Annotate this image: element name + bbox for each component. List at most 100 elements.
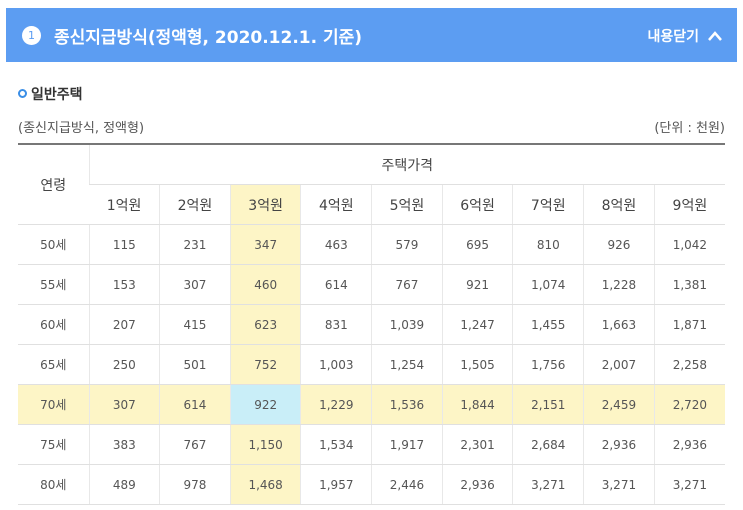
column-header: 3억원 [229, 184, 301, 225]
value-cell: 2,459 [583, 384, 655, 425]
value-cell: 463 [300, 224, 372, 265]
pension-table: 연령 주택가격 1억원 2억원 3억원 4억원 5억원 6억원 7억원 8억원 9억원 50세 115 2… [18, 143, 725, 505]
value-cell: 1,228 [583, 264, 655, 305]
header-row: 1억원 2억원 3억원 4억원 5억원 6억원 7억원 8억원 9억원 [18, 184, 725, 225]
value-cell: 2,936 [653, 424, 725, 465]
value-cell: 250 [88, 344, 160, 385]
value-cell: 1,150 [229, 424, 301, 465]
age-cell: 70세 [18, 384, 89, 425]
section-title: 일반주택 [31, 87, 83, 103]
value-cell: 501 [159, 344, 231, 385]
value-cell: 623 [229, 304, 301, 345]
value-cell: 2,151 [512, 384, 584, 425]
value-cell: 1,844 [441, 384, 513, 425]
value-cell: 231 [159, 224, 231, 265]
chevron-up[interactable] [707, 30, 723, 42]
value-cell: 1,074 [512, 264, 584, 305]
group-header: 주택가격 [88, 144, 725, 185]
value-cell: 2,936 [583, 424, 655, 465]
value-cell: 767 [371, 264, 443, 305]
value-cell: 2,936 [441, 464, 513, 505]
value-cell: 1,505 [441, 344, 513, 385]
value-cell: 1,917 [371, 424, 443, 465]
value-cell: 1,756 [512, 344, 584, 385]
column-header: 6억원 [441, 184, 513, 225]
value-cell: 767 [159, 424, 231, 465]
toggle-label[interactable]: 내용닫기 [647, 29, 699, 45]
data-row: 80세 489 978 1,468 1,957 2,446 2,936 3,271 3,271 3… [18, 464, 725, 505]
unit-label: (단위 : 천원) [654, 121, 725, 136]
value-cell: 922 [229, 384, 301, 425]
data-row: 65세 250 501 752 1,003 1,254 1,505 1,756 2,007 2,2… [18, 344, 725, 385]
value-cell: 415 [159, 304, 231, 345]
value-cell: 614 [300, 264, 372, 305]
value-cell: 978 [159, 464, 231, 505]
value-cell: 1,957 [300, 464, 372, 505]
section-number: 1 [22, 26, 41, 45]
age-cell: 55세 [18, 264, 89, 305]
value-cell: 752 [229, 344, 301, 385]
age-cell: 50세 [18, 224, 89, 265]
value-cell: 2,720 [653, 384, 725, 425]
value-cell: 3,271 [583, 464, 655, 505]
age-cell: 80세 [18, 464, 89, 505]
value-cell: 2,258 [653, 344, 725, 385]
value-cell: 383 [88, 424, 160, 465]
value-cell: 3,271 [512, 464, 584, 505]
value-cell: 1,534 [300, 424, 372, 465]
value-cell: 2,301 [441, 424, 513, 465]
data-row: 60세 207 415 623 831 1,039 1,247 1,455 1,663 1,871 [18, 304, 725, 345]
value-cell: 2,007 [583, 344, 655, 385]
column-header: 4억원 [300, 184, 372, 225]
value-cell: 1,247 [441, 304, 513, 345]
header-row: 연령 주택가격 [18, 144, 725, 225]
column-header: 7억원 [512, 184, 584, 225]
value-cell: 3,271 [653, 464, 725, 505]
header-bar: 1 종신지급방식(정액형, 2020.12.1. 기준) 내용닫기 [6, 8, 737, 62]
age-cell: 60세 [18, 304, 89, 345]
value-cell: 1,003 [300, 344, 372, 385]
value-cell: 1,536 [371, 384, 443, 425]
row-header: 연령 [18, 144, 89, 225]
age-cell: 75세 [18, 424, 89, 465]
value-cell: 579 [371, 224, 443, 265]
value-cell: 810 [512, 224, 584, 265]
column-header: 1억원 [89, 184, 160, 225]
value-cell: 1,381 [653, 264, 725, 305]
data-row: 70세 307 614 922 1,229 1,536 1,844 2,151 2,459 2,7… [18, 384, 725, 425]
value-cell: 307 [159, 264, 231, 305]
value-cell: 1,871 [653, 304, 725, 345]
data-row: 50세 115 231 347 463 579 695 810 926 1,042 [18, 224, 725, 265]
value-cell: 921 [441, 264, 513, 305]
bullet [18, 89, 27, 98]
value-cell: 695 [441, 224, 513, 265]
value-cell: 926 [583, 224, 655, 265]
value-cell: 1,663 [583, 304, 655, 345]
toggle-button[interactable]: 내용닫기 [647, 26, 723, 46]
value-cell: 1,455 [512, 304, 584, 345]
value-cell: 1,042 [653, 224, 725, 265]
value-cell: 2,446 [371, 464, 443, 505]
data-row: 75세 383 767 1,150 1,534 1,917 2,301 2,684 2,936 2… [18, 424, 725, 465]
column-header: 8억원 [583, 184, 655, 225]
header-title: 종신지급방식(정액형, 2020.12.1. 기준) [54, 28, 363, 48]
value-cell: 347 [229, 224, 301, 265]
column-header: 2억원 [159, 184, 231, 225]
value-cell: 460 [229, 264, 301, 305]
value-cell: 614 [159, 384, 231, 425]
value-cell: 1,254 [371, 344, 443, 385]
value-cell: 1,468 [229, 464, 301, 505]
value-cell: 831 [300, 304, 372, 345]
value-cell: 307 [88, 384, 160, 425]
value-cell: 489 [88, 464, 160, 505]
age-cell: 65세 [18, 344, 89, 385]
column-header: 9억원 [653, 184, 725, 225]
value-cell: 153 [88, 264, 160, 305]
value-cell: 1,039 [371, 304, 443, 345]
data-row: 55세 153 307 460 614 767 921 1,074 1,228 1,381 [18, 264, 725, 305]
value-cell: 115 [88, 224, 160, 265]
value-cell: 2,684 [512, 424, 584, 465]
value-cell: 207 [88, 304, 160, 345]
column-header: 5억원 [371, 184, 443, 225]
value-cell: 1,229 [300, 384, 372, 425]
